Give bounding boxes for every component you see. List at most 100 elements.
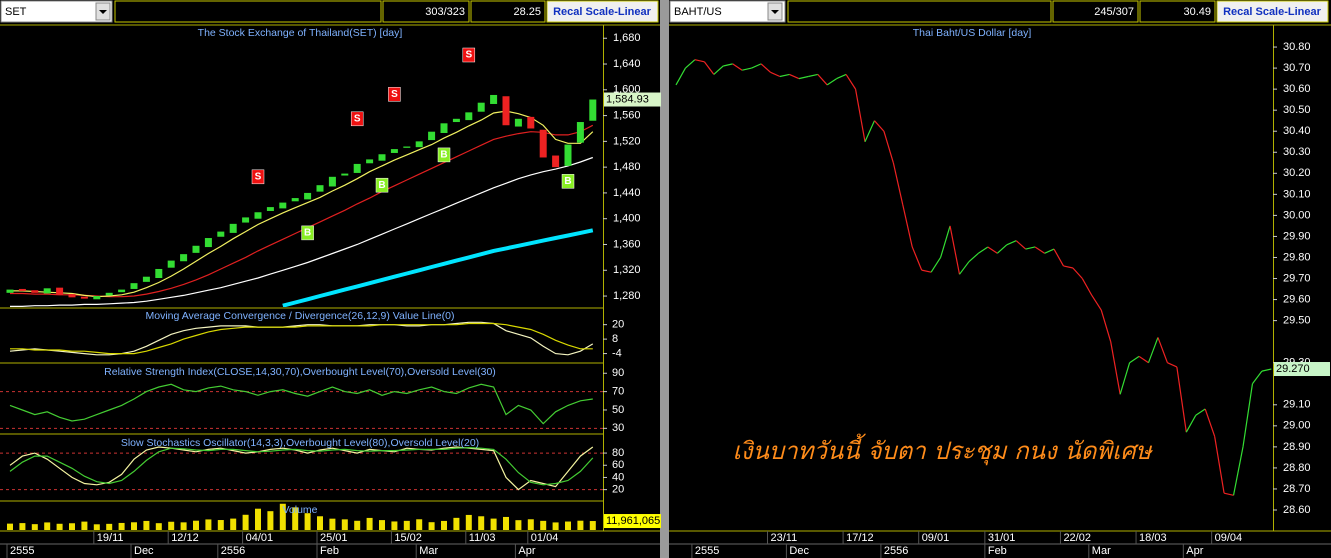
recal-button[interactable] — [1216, 0, 1329, 23]
signal-label: B — [440, 150, 447, 161]
price-segment — [1223, 492, 1234, 496]
x-tick-label: 12/12 — [171, 532, 199, 544]
x-tick-label: 18/03 — [1139, 532, 1167, 544]
price-segment — [713, 65, 724, 75]
price-segment — [1015, 240, 1027, 250]
y-tick-label: 1,640 — [613, 58, 641, 70]
volume-bar — [552, 522, 559, 530]
volume-bar — [205, 519, 212, 530]
price-segment — [1251, 370, 1263, 385]
candle — [527, 116, 535, 129]
y-tick-label: 28.80 — [1283, 462, 1311, 474]
y-tick-label: -4 — [612, 347, 622, 359]
price-segment — [921, 269, 932, 273]
candle — [118, 289, 126, 293]
y-tick-label: 30.00 — [1283, 209, 1311, 221]
y-tick-label: 29.90 — [1283, 230, 1311, 242]
price-segment — [949, 225, 961, 275]
symbol: BAHT/US — [674, 6, 722, 18]
window-divider[interactable] — [660, 0, 669, 558]
price-segment — [808, 73, 818, 78]
volume-bar — [81, 521, 88, 530]
volume-bar — [490, 518, 497, 530]
price-segment — [1081, 278, 1093, 296]
candle — [266, 207, 274, 211]
dropdown-arrow — [99, 10, 107, 14]
y-tick-label: 1,480 — [613, 161, 641, 173]
candle — [477, 102, 485, 112]
last-value-label: 11,961,065 — [606, 515, 660, 527]
candle — [304, 192, 312, 200]
price-segment — [826, 78, 837, 86]
last-value-box — [604, 514, 661, 529]
candle — [279, 202, 287, 209]
y-tick-label: 1,360 — [613, 238, 641, 250]
price-segment — [675, 67, 686, 86]
volume-bar — [193, 520, 199, 530]
candle — [366, 159, 374, 164]
candle — [440, 123, 448, 133]
price-segment — [987, 246, 998, 254]
candle — [155, 268, 163, 278]
x-tick-label: 11/03 — [469, 532, 496, 544]
month-label: Feb — [320, 545, 339, 557]
signal-marker — [388, 87, 401, 102]
toolbar-value: 30.49 — [1183, 6, 1211, 18]
y-tick-label: 30.30 — [1283, 146, 1311, 158]
price-segment — [789, 73, 800, 80]
candle — [167, 260, 175, 268]
volume-bar — [242, 514, 249, 530]
month-label: Mar — [1092, 545, 1111, 557]
candle — [242, 217, 250, 223]
volume-bar — [527, 519, 534, 530]
panel-title: Slow Stochastics Oscillator(14,3,3),Over… — [121, 437, 479, 449]
y-tick-label: 28.90 — [1283, 441, 1311, 453]
price-segment — [940, 225, 951, 258]
price-segment — [770, 71, 781, 78]
symbol-box[interactable] — [669, 0, 786, 23]
recal-button[interactable] — [546, 0, 659, 23]
y-tick-label: 30 — [612, 422, 624, 434]
x-tick-label: 22/02 — [1063, 532, 1091, 544]
volume-bar — [155, 523, 162, 530]
volume-bar — [180, 522, 187, 530]
candle — [502, 96, 510, 126]
month-label: Apr — [518, 545, 535, 557]
price-segment — [1044, 248, 1055, 254]
indicator-line — [9, 446, 594, 486]
month-label: Feb — [988, 545, 1007, 557]
candle — [589, 99, 597, 121]
price-segment — [1147, 337, 1159, 363]
signal-marker — [462, 47, 476, 63]
price-segment — [1053, 248, 1064, 267]
price-segment — [854, 89, 866, 142]
candle — [229, 223, 237, 233]
y-tick-label: 1,680 — [613, 32, 641, 44]
signal-label: B — [378, 180, 385, 191]
signal-label: B — [304, 228, 311, 239]
y-tick-label: 80 — [612, 447, 624, 459]
month-label: 2555 — [10, 545, 34, 557]
symbol-box[interactable] — [0, 0, 113, 23]
y-tick-label: 30.40 — [1283, 125, 1311, 137]
price-segment — [694, 59, 705, 63]
price-segment — [1195, 408, 1206, 416]
x-tick-label: 25/01 — [320, 532, 348, 544]
month-label: 2556 — [221, 545, 245, 557]
recal-button-label[interactable]: Recal Scale-Linear — [553, 6, 652, 18]
price-segment — [779, 73, 790, 78]
y-tick-label: 30.10 — [1283, 188, 1311, 200]
volume-bar — [478, 516, 485, 530]
candle — [130, 283, 138, 289]
signal-label: S — [255, 171, 262, 182]
volume-bar — [56, 523, 63, 530]
price-segment — [723, 63, 733, 67]
recal-button-label[interactable]: Recal Scale-Linear — [1223, 6, 1322, 18]
last-value-label: 1,584.93 — [606, 93, 649, 105]
price-segment — [798, 75, 809, 80]
y-tick-label: 30.70 — [1283, 62, 1311, 74]
signal-marker — [251, 169, 265, 185]
annotation: เงินบาทวันนี้ จับตา ประชุม กนง นัดพิเศษ — [733, 433, 1154, 466]
panel-title: Thai Baht/US Dollar [day] — [913, 27, 1032, 39]
symbol: SET — [5, 6, 27, 18]
